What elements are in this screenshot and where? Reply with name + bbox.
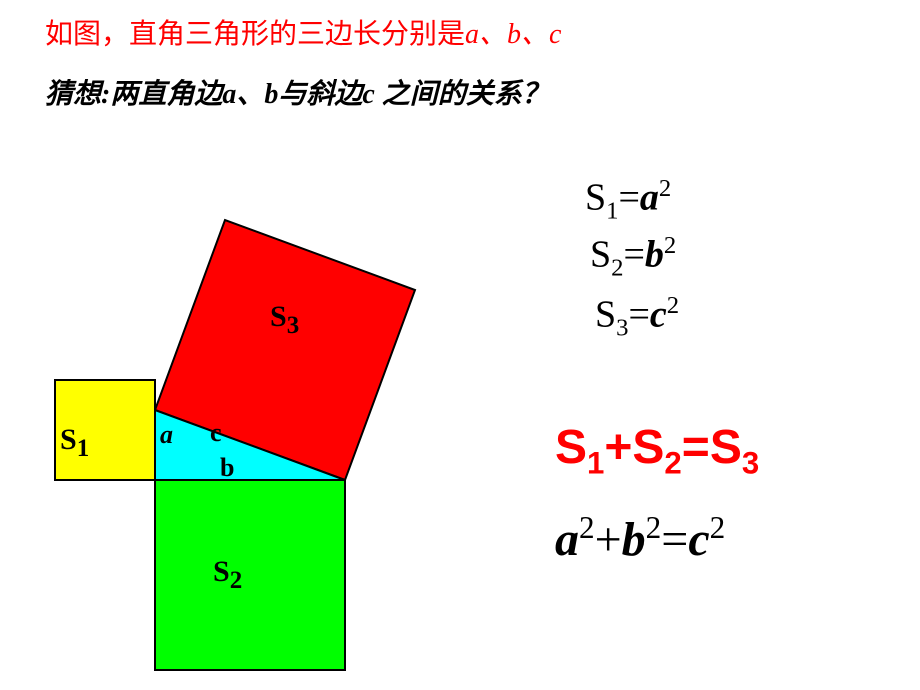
line2-c: c (362, 79, 381, 110)
big-s1: S (555, 421, 587, 474)
diagram-svg (15, 135, 535, 680)
f3-sub: 3 (616, 314, 628, 341)
edge-label-a: a (160, 420, 173, 450)
line1-a: a、 (465, 19, 507, 50)
f2-rhs: b (645, 234, 664, 276)
f2-sup: 2 (664, 232, 676, 259)
pytha-c2: 2 (710, 510, 726, 545)
formula-s3-eq-c2: S3=c2 (595, 292, 679, 342)
f2-eq: = (623, 234, 644, 276)
label-s1-sub: 1 (77, 435, 90, 462)
f3-rhs: c (650, 294, 667, 336)
f1-sub: 1 (606, 197, 618, 224)
line2-b: b (264, 79, 278, 110)
f1-eq: = (618, 177, 639, 219)
line2-suffix: 之间的关系？ (382, 79, 550, 110)
label-s3-s: S (270, 300, 287, 333)
line2-prefix: 猜想:两直角边 (45, 79, 222, 110)
line2-a: a、 (222, 79, 264, 110)
big-s1-sub: 1 (587, 446, 604, 481)
big-s3: S (710, 421, 742, 474)
label-s2-s: S (213, 555, 230, 588)
pytha-a2: 2 (579, 510, 595, 545)
edge-label-c: c (210, 418, 222, 448)
label-s2-sub: 2 (230, 567, 243, 594)
edge-label-b: b (220, 453, 234, 483)
pytha-a: a (555, 513, 579, 566)
formula-s2-eq-b2: S2=b2 (590, 232, 676, 282)
line1-prefix: 如图，直角三角形的三边长分别是 (45, 19, 465, 50)
f2-s: S (590, 234, 611, 276)
pythagoras-diagram: S1 S2 S3 a b c (15, 135, 535, 680)
formula-s1-eq-a2: S1=a2 (585, 175, 671, 225)
f1-rhs: a (640, 177, 659, 219)
pytha-eq: = (661, 513, 688, 566)
pytha-c: c (688, 513, 709, 566)
big-s2: S (632, 421, 664, 474)
label-s1-s: S (60, 423, 77, 456)
heading-line-2: 猜想:两直角边a、b与斜边c 之间的关系？ (45, 72, 550, 112)
heading-line-1: 如图，直角三角形的三边长分别是a、b、c (45, 12, 561, 52)
formula-pythagoras: a2+b2=c2 (555, 510, 725, 567)
formula-area-sum: S1+S2=S3 (555, 420, 759, 482)
label-s1: S1 (60, 423, 89, 463)
line1-b: b、 (507, 19, 549, 50)
f2-sub: 2 (611, 254, 623, 281)
pytha-b2: 2 (646, 510, 662, 545)
square-s2 (155, 480, 345, 670)
label-s3: S3 (270, 300, 299, 340)
f1-s: S (585, 177, 606, 219)
f1-sup: 2 (659, 175, 671, 202)
line1-c: c (549, 19, 561, 50)
line2-mid: 与斜边 (278, 79, 362, 110)
pytha-plus: + (595, 513, 622, 566)
f3-eq: = (628, 294, 649, 336)
f3-s: S (595, 294, 616, 336)
big-eq: = (682, 421, 710, 474)
f3-sup: 2 (667, 292, 679, 319)
pytha-b: b (622, 513, 646, 566)
big-s2-sub: 2 (664, 446, 681, 481)
big-s3-sub: 3 (742, 446, 759, 481)
big-plus: + (604, 421, 632, 474)
label-s3-sub: 3 (287, 312, 300, 339)
label-s2: S2 (213, 555, 242, 595)
